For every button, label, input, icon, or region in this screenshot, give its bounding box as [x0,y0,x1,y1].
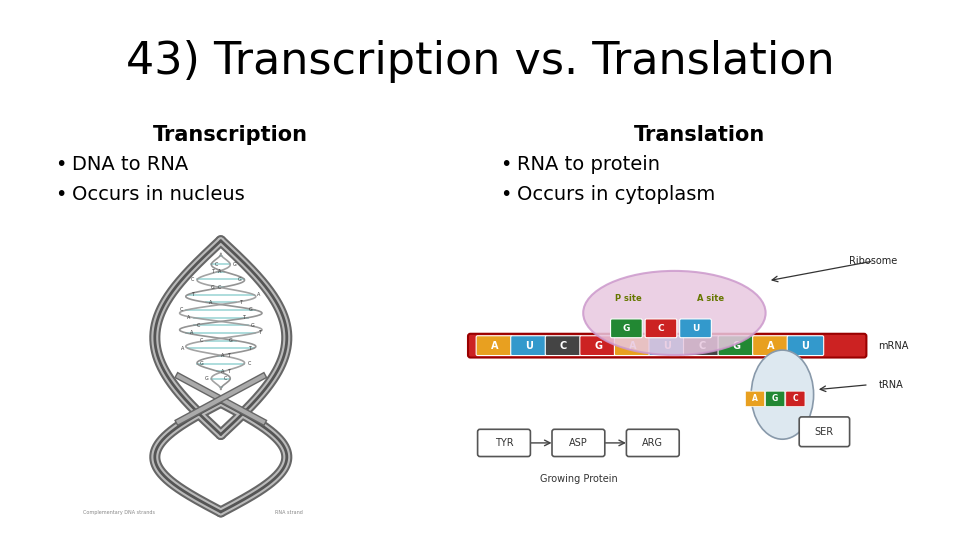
Text: C: C [248,361,251,366]
Text: G: G [233,261,237,267]
Text: C: C [217,285,221,289]
Text: A: A [629,341,636,350]
FancyBboxPatch shape [545,336,582,355]
Text: G: G [732,341,740,350]
Text: Ribosome: Ribosome [850,256,898,266]
Text: C: C [560,341,567,350]
Text: A: A [491,341,498,350]
FancyBboxPatch shape [645,319,677,338]
FancyBboxPatch shape [684,336,720,355]
Text: G: G [229,338,233,343]
Text: G: G [201,361,204,366]
Text: A: A [209,300,212,305]
Text: Growing Protein: Growing Protein [540,474,617,484]
Text: G: G [249,307,252,313]
FancyBboxPatch shape [785,391,804,407]
FancyBboxPatch shape [787,336,824,355]
Text: C: C [224,376,228,381]
Text: Complementary DNA strands: Complementary DNA strands [83,510,155,515]
FancyBboxPatch shape [680,319,711,338]
Text: C: C [793,394,798,403]
Text: U: U [663,341,671,350]
Text: A: A [181,346,184,351]
Text: G: G [211,285,215,289]
Text: C: C [200,338,203,343]
Text: A: A [187,315,190,320]
Text: A: A [189,330,193,335]
FancyBboxPatch shape [611,319,642,338]
Text: C: C [180,307,183,313]
Text: G: G [251,323,254,328]
FancyBboxPatch shape [511,336,547,355]
FancyBboxPatch shape [476,336,513,355]
Text: Translation: Translation [635,125,766,145]
FancyBboxPatch shape [552,429,605,456]
Text: U: U [525,341,533,350]
Text: Occurs in nucleus: Occurs in nucleus [72,185,245,204]
Text: TYR: TYR [494,438,514,448]
FancyBboxPatch shape [649,336,685,355]
Text: T: T [239,300,242,305]
Text: Transcription: Transcription [153,125,307,145]
Text: T: T [211,269,214,274]
Ellipse shape [751,350,814,439]
Text: U: U [802,341,809,350]
Text: G: G [623,324,630,333]
FancyBboxPatch shape [753,336,789,355]
Text: T: T [242,315,245,320]
Text: •: • [55,185,66,204]
Text: C: C [698,341,706,350]
Text: A: A [752,394,758,403]
Text: G: G [238,277,241,282]
FancyBboxPatch shape [626,429,680,456]
FancyBboxPatch shape [614,336,651,355]
FancyBboxPatch shape [468,334,867,357]
Text: C: C [191,277,194,282]
Text: ASP: ASP [569,438,588,448]
Text: U: U [692,324,699,333]
Text: A: A [257,292,260,297]
Text: P site: P site [615,294,642,302]
Text: T: T [258,330,261,335]
Ellipse shape [583,271,766,355]
FancyBboxPatch shape [477,429,530,456]
Text: A: A [218,269,221,274]
Text: •: • [500,185,512,204]
Text: ARG: ARG [642,438,663,448]
Text: A: A [767,341,775,350]
Text: T: T [228,354,230,359]
Text: C: C [197,323,200,328]
Text: RNA to protein: RNA to protein [517,155,660,174]
Text: A: A [221,354,225,359]
Text: T: T [191,292,194,297]
Text: G: G [772,394,779,403]
FancyBboxPatch shape [746,391,765,407]
Text: T: T [248,346,251,351]
Text: G: G [204,376,208,381]
Text: C: C [658,324,664,333]
Text: C: C [214,261,218,267]
Text: A: A [221,369,224,374]
FancyBboxPatch shape [766,391,784,407]
FancyBboxPatch shape [718,336,755,355]
FancyBboxPatch shape [580,336,616,355]
Text: •: • [55,155,66,174]
Text: Occurs in cytoplasm: Occurs in cytoplasm [517,185,715,204]
FancyBboxPatch shape [799,417,850,447]
Text: •: • [500,155,512,174]
Text: DNA to RNA: DNA to RNA [72,155,188,174]
Text: T: T [228,369,230,374]
Text: G: G [594,341,602,350]
Text: SER: SER [815,427,834,437]
Text: mRNA: mRNA [878,341,909,350]
Text: tRNA: tRNA [878,380,903,390]
Text: 43) Transcription vs. Translation: 43) Transcription vs. Translation [126,40,834,83]
Text: RNA strand: RNA strand [275,510,302,515]
Text: A site: A site [697,294,724,302]
